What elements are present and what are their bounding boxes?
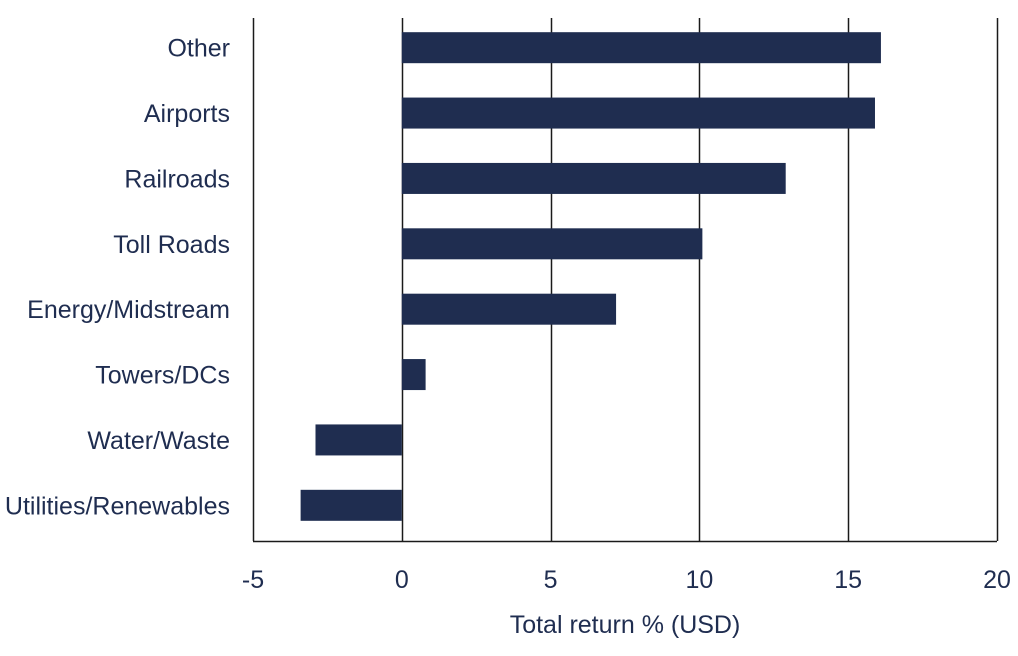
category-label: Water/Waste [87,427,230,455]
bar-other [401,32,881,64]
bar-railroads [401,162,786,194]
bar-towers-dcs [401,359,426,391]
category-label: Other [167,35,230,63]
category-label: Utilities/Renewables [5,492,230,520]
category-label: Energy/Midstream [27,296,230,324]
x-tick-labels: -5 0 5 10 15 20 [242,566,1011,594]
x-tick-label: 5 [544,566,558,594]
bar-water-waste [315,424,402,456]
gridlines [252,18,999,541]
category-label: Toll Roads [113,231,230,259]
category-label: Airports [144,100,230,128]
bar-toll-roads [401,228,703,260]
bar-utilities-renewables [300,489,402,521]
x-tick-label: -5 [242,566,264,594]
bar-energy-midstream [401,293,617,325]
x-tick-label: 20 [983,566,1011,594]
category-label: Towers/DCs [95,362,230,390]
x-axis-label: Total return % (USD) [510,611,741,639]
x-tick-label: 15 [834,566,862,594]
x-tick-label: 10 [685,566,713,594]
x-tick-label: 0 [395,566,409,594]
category-label: Railroads [124,165,230,193]
bars [300,32,881,521]
category-labels: Other Airports Railroads Toll Roads Energy/M… [5,35,230,521]
bar-airports [401,97,875,129]
